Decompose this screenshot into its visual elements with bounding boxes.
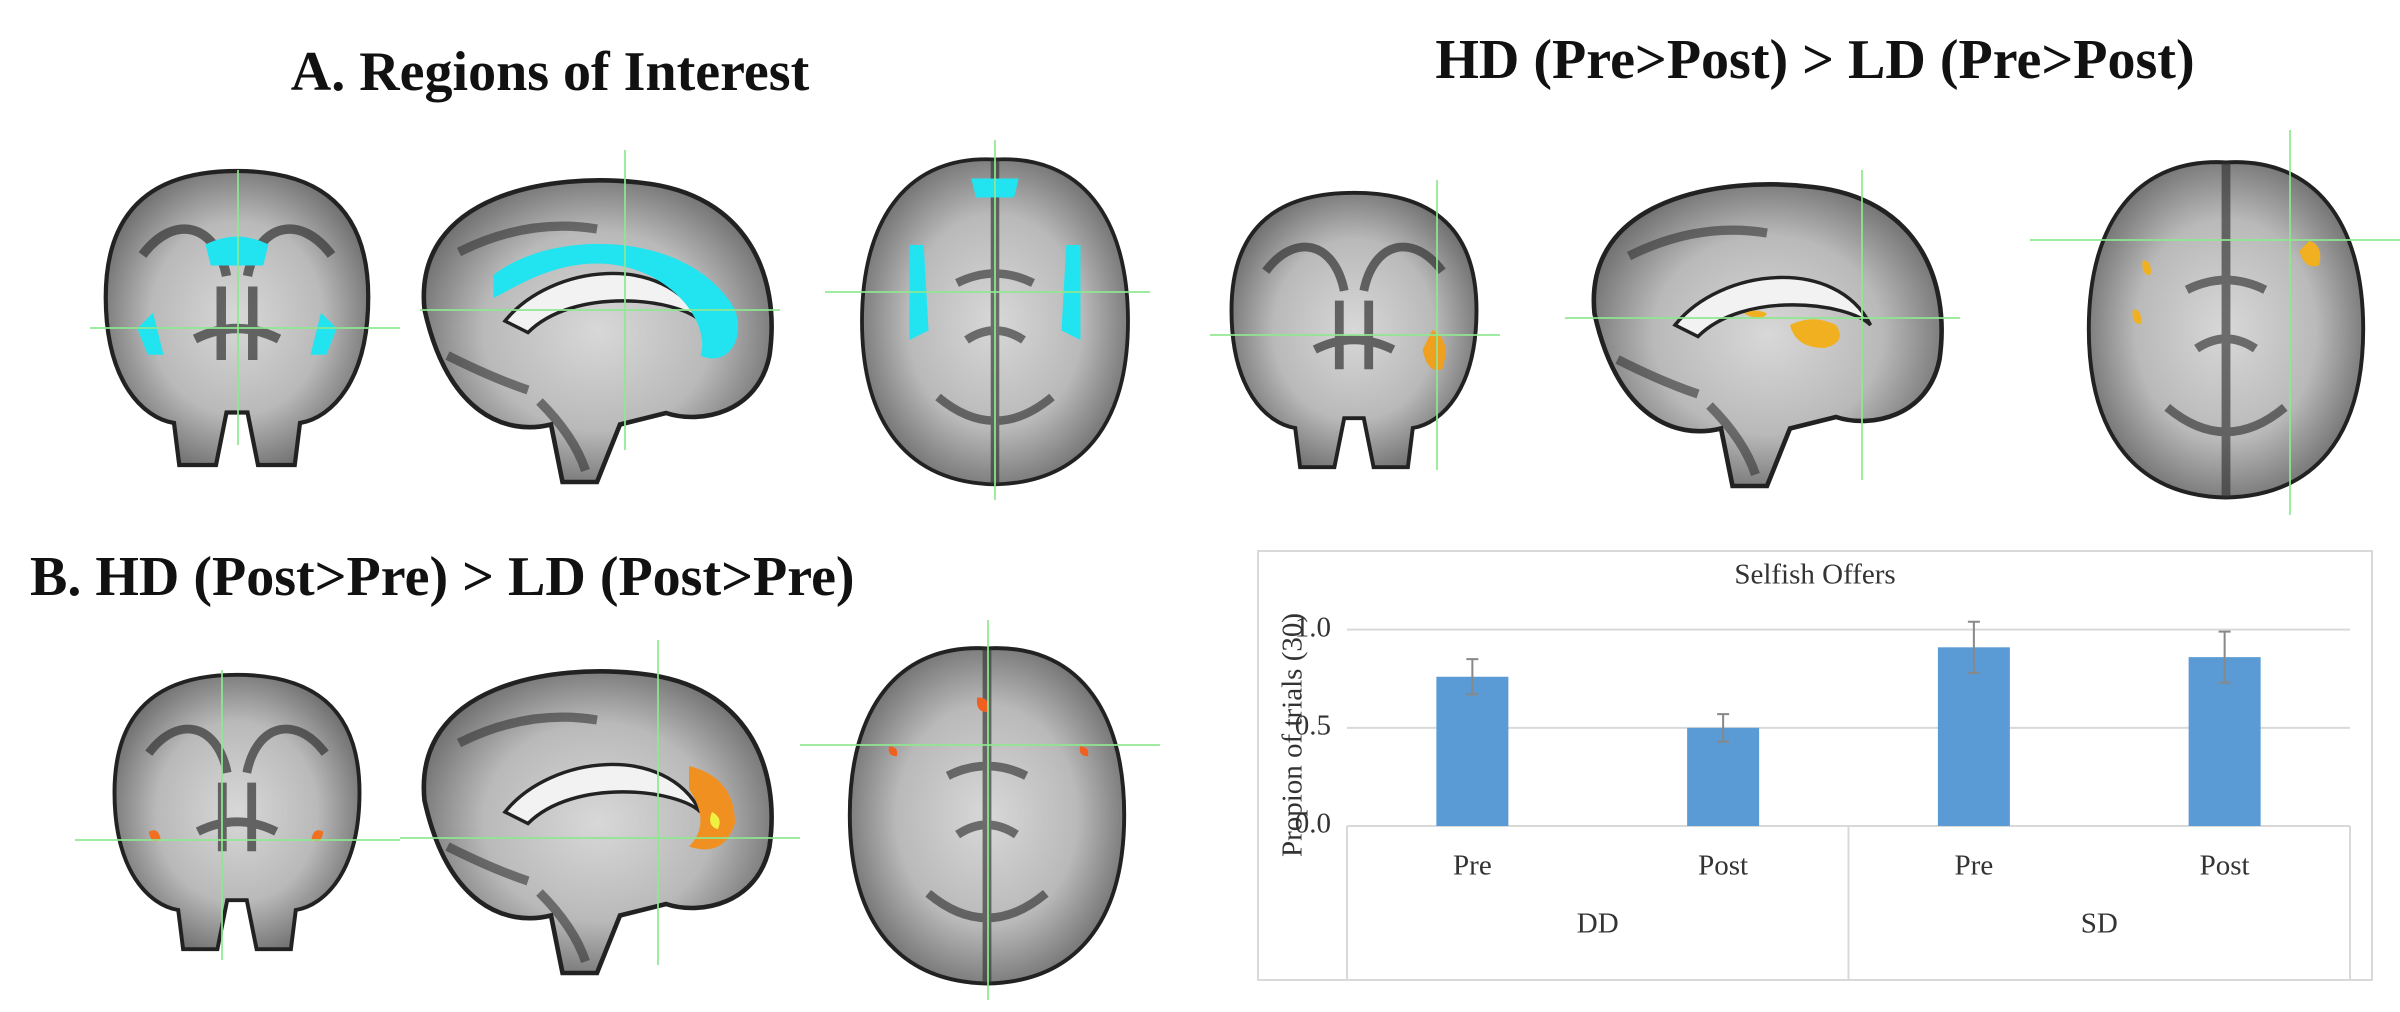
error-bar <box>1466 658 1479 696</box>
error-bar <box>1717 713 1730 743</box>
brain-sagittal <box>1594 184 1942 486</box>
y-tick-label: 0.0 <box>1295 808 1331 840</box>
brain-axial <box>862 159 1128 484</box>
bar <box>2188 657 2261 826</box>
chart-frame <box>1257 550 2373 981</box>
chart-title: Selfish Offers <box>1734 559 1895 591</box>
y-axis-label: Propion of trials (30) <box>1277 613 1309 857</box>
panel-title: A. Regions of Interest <box>291 41 810 103</box>
brain-sagittal <box>424 180 772 482</box>
brain-axial <box>2089 162 2363 497</box>
error-bar <box>2218 630 2231 684</box>
group-label: SD <box>2081 908 2118 940</box>
crosshair <box>90 140 1150 500</box>
crosshair <box>75 620 1160 1000</box>
brain-coronal <box>115 675 360 949</box>
x-tick-label: Pre <box>1955 850 1994 882</box>
y-tick-label: 0.5 <box>1295 709 1331 741</box>
error-bar <box>1967 620 1980 674</box>
panel-title: B. HD (Post>Pre) > LD (Post>Pre) <box>30 546 855 608</box>
x-tick-label: Pre <box>1453 850 1492 882</box>
x-tick-label: Post <box>1698 850 1748 882</box>
brain-sagittal <box>424 671 772 973</box>
crosshair <box>1210 130 2400 515</box>
brain-coronal <box>1232 193 1477 467</box>
chart: 0.0 0.5 1.0 DD SD Pre Post Pre Post <box>1295 611 2351 980</box>
bar <box>1937 647 2010 826</box>
group-label: DD <box>1577 908 1619 940</box>
x-tick-label: Post <box>2200 850 2250 882</box>
bar <box>1687 727 1760 826</box>
panel-title: HD (Pre>Post) > LD (Pre>Post) <box>1435 29 2194 91</box>
y-tick-label: 1.0 <box>1295 611 1331 643</box>
bar <box>1436 676 1509 826</box>
